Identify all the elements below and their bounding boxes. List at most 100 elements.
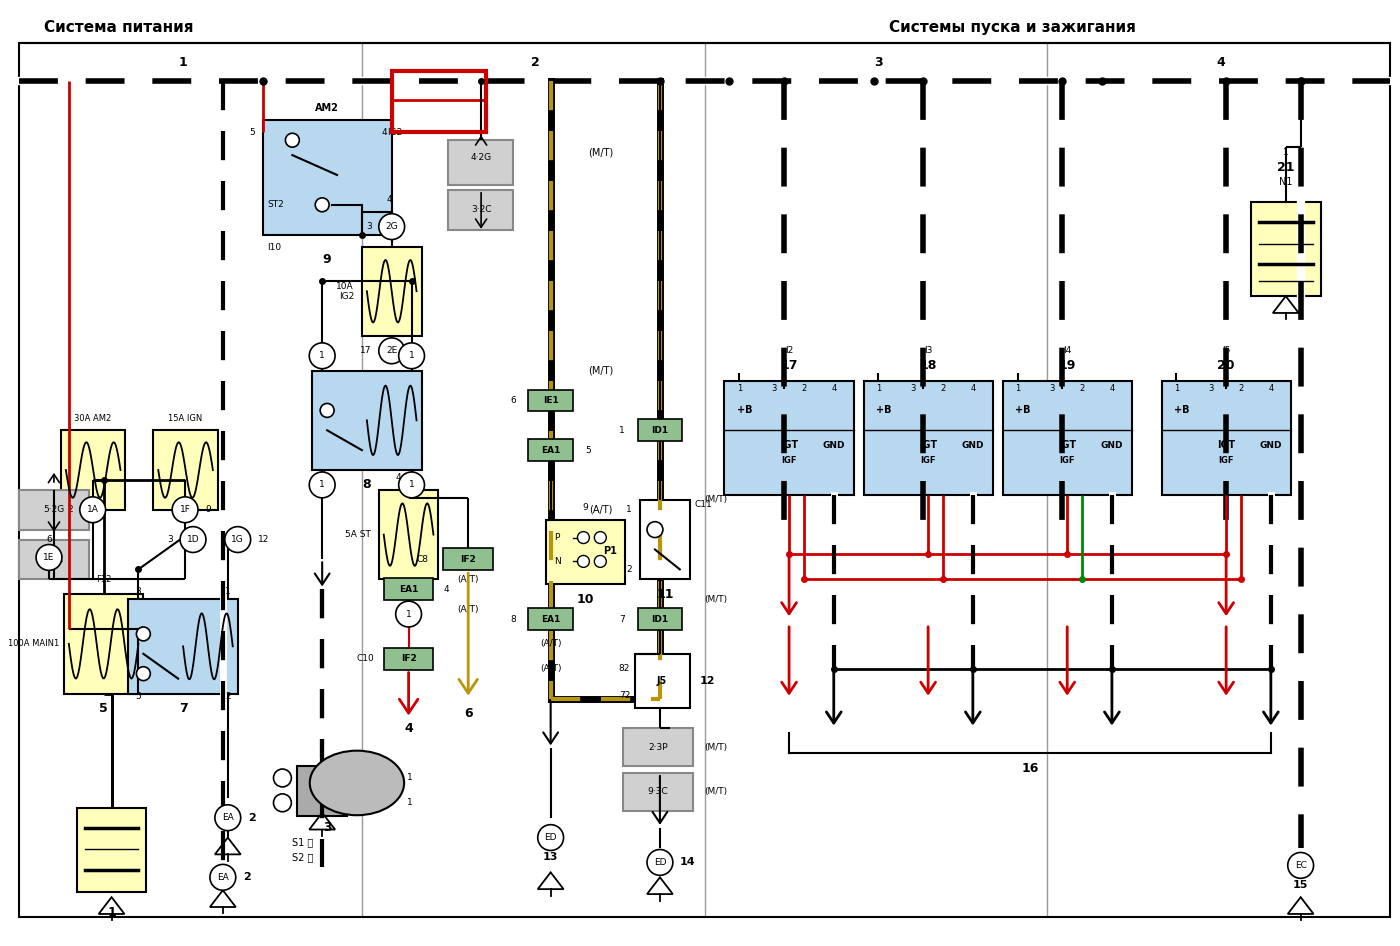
Text: 16: 16 (1021, 762, 1039, 775)
Text: A: A (280, 774, 286, 782)
FancyBboxPatch shape (444, 549, 493, 570)
FancyBboxPatch shape (864, 380, 993, 495)
FancyBboxPatch shape (1162, 380, 1291, 495)
Circle shape (181, 527, 206, 552)
Text: 21: 21 (1277, 161, 1295, 173)
Text: 9: 9 (323, 253, 332, 266)
FancyBboxPatch shape (153, 430, 218, 510)
Text: 82: 82 (619, 664, 630, 674)
Text: 4: 4 (832, 384, 836, 393)
Text: GND: GND (1260, 441, 1282, 449)
Text: IGT: IGT (1217, 440, 1235, 450)
Text: 100A MAIN1: 100A MAIN1 (7, 639, 59, 648)
Text: 4: 4 (1217, 56, 1225, 69)
Text: IGF: IGF (1218, 456, 1233, 464)
Circle shape (315, 198, 329, 212)
Text: 3: 3 (1208, 384, 1214, 393)
Text: 18: 18 (920, 359, 937, 372)
Text: GND: GND (962, 441, 984, 449)
Text: 3: 3 (319, 470, 325, 480)
Text: 3: 3 (910, 384, 916, 393)
Text: 8: 8 (510, 615, 515, 623)
Text: 4·2G: 4·2G (470, 152, 491, 162)
Text: IE1: IE1 (543, 396, 559, 405)
Text: 1D: 1D (186, 535, 199, 544)
Text: 1F: 1F (179, 505, 190, 515)
Text: 1: 1 (1015, 384, 1021, 393)
Text: J5: J5 (657, 675, 666, 686)
Text: +B: +B (1015, 406, 1030, 415)
Circle shape (214, 805, 241, 831)
Text: 1: 1 (179, 56, 188, 69)
Circle shape (647, 521, 664, 537)
Circle shape (321, 403, 335, 417)
Circle shape (399, 472, 424, 498)
Circle shape (399, 342, 424, 369)
Text: 4: 4 (386, 195, 392, 204)
FancyBboxPatch shape (379, 490, 438, 579)
Text: (A/T): (A/T) (540, 639, 561, 648)
Text: C10: C10 (356, 655, 374, 663)
Circle shape (396, 601, 421, 627)
Circle shape (379, 338, 405, 363)
Text: S1 Ⓐ: S1 Ⓐ (293, 837, 314, 848)
Text: 2: 2 (941, 384, 945, 393)
Text: 2G: 2G (385, 222, 398, 231)
FancyBboxPatch shape (636, 654, 690, 709)
Text: I2: I2 (785, 346, 794, 356)
Circle shape (309, 472, 335, 498)
Text: 7: 7 (179, 702, 188, 715)
Text: ST2: ST2 (267, 201, 284, 209)
Text: ID1: ID1 (651, 615, 668, 623)
Text: 2E: 2E (386, 346, 398, 356)
Text: IG2: IG2 (386, 128, 402, 137)
Circle shape (273, 794, 291, 812)
Text: IGF: IGF (1060, 456, 1075, 464)
Circle shape (210, 865, 235, 890)
Circle shape (309, 342, 335, 369)
Text: 9·3C: 9·3C (648, 787, 668, 797)
FancyBboxPatch shape (297, 766, 347, 815)
Text: 3: 3 (365, 222, 372, 231)
Text: 3: 3 (168, 535, 174, 544)
Text: 1: 1 (736, 384, 742, 393)
Text: 2: 2 (225, 692, 231, 701)
Text: 1: 1 (406, 798, 413, 807)
Text: 15: 15 (1294, 881, 1309, 890)
Text: 4: 4 (970, 384, 976, 393)
Text: A: A (283, 774, 290, 782)
Text: 1: 1 (406, 774, 413, 782)
FancyBboxPatch shape (384, 578, 434, 600)
Text: 5·2G: 5·2G (43, 505, 64, 515)
Text: Система питания: Система питания (43, 21, 193, 35)
Text: 2: 2 (242, 872, 251, 883)
FancyBboxPatch shape (363, 247, 421, 336)
Text: ED: ED (545, 833, 557, 842)
Text: EA1: EA1 (399, 585, 419, 594)
FancyBboxPatch shape (448, 140, 512, 184)
FancyBboxPatch shape (312, 371, 421, 470)
Text: 4: 4 (1268, 384, 1274, 393)
Text: 1A: 1A (87, 505, 98, 515)
Text: 3·2C: 3·2C (470, 205, 491, 214)
Text: 1: 1 (409, 351, 414, 360)
FancyBboxPatch shape (724, 380, 854, 495)
Text: 2: 2 (532, 56, 540, 69)
Text: 1: 1 (409, 357, 414, 365)
Text: 72: 72 (619, 691, 630, 700)
Text: GND: GND (1100, 441, 1123, 449)
Text: 1: 1 (1282, 148, 1288, 157)
Text: (M/T): (M/T) (704, 496, 728, 504)
Text: (A/T): (A/T) (540, 664, 561, 674)
Text: 8: 8 (363, 479, 371, 491)
Text: 6: 6 (510, 396, 515, 405)
Text: +B: +B (875, 406, 892, 415)
Text: (M/T): (M/T) (704, 595, 728, 604)
Text: C11: C11 (694, 500, 713, 509)
Circle shape (595, 532, 606, 544)
Text: 1: 1 (319, 351, 325, 360)
Text: (M/T): (M/T) (704, 787, 728, 797)
Text: (M/T): (M/T) (588, 148, 613, 157)
Text: 2: 2 (1079, 384, 1085, 393)
Text: 7: 7 (619, 615, 626, 623)
